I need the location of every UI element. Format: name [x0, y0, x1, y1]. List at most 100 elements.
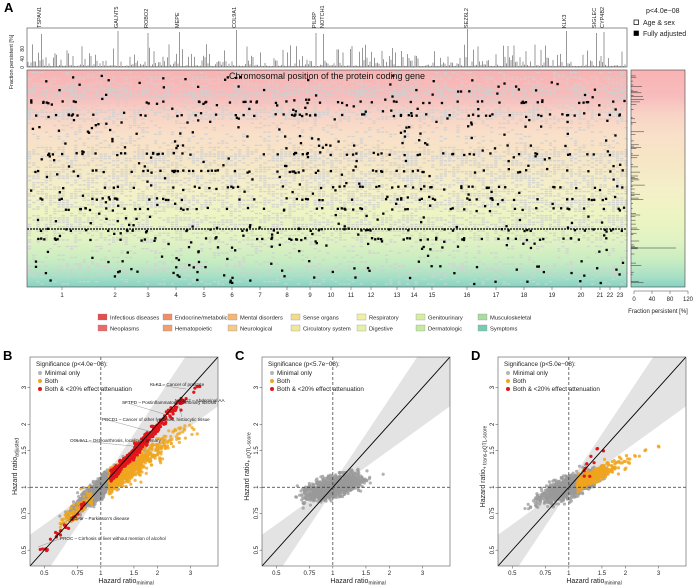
association-tile [74, 164, 78, 166]
association-tile [99, 155, 103, 157]
association-tile [116, 157, 120, 160]
association-tile [376, 195, 380, 197]
association-tile [305, 151, 309, 153]
association-tile [557, 153, 561, 155]
association-tile [116, 96, 120, 98]
association-tile [275, 155, 279, 157]
association-tile [347, 157, 351, 160]
association-tile [259, 85, 263, 87]
association-tile [70, 160, 74, 162]
association-tile [620, 109, 624, 111]
association-tile [452, 94, 456, 96]
association-tile [389, 133, 393, 135]
association-tile [158, 155, 162, 157]
association-tile [120, 94, 124, 96]
association-tile [301, 166, 305, 168]
association-tile [103, 118, 107, 120]
association-tile [170, 190, 174, 193]
association-tile [544, 188, 548, 190]
association-tile [103, 127, 107, 129]
association-tile [523, 111, 527, 113]
association-tile [284, 153, 288, 155]
association-tile [204, 188, 208, 190]
association-tile [137, 177, 141, 179]
association-tile [280, 201, 284, 204]
association-tile [544, 199, 548, 201]
association-tile [107, 89, 111, 91]
association-tile [590, 144, 594, 146]
association-tile [91, 100, 95, 102]
association-tile [397, 98, 401, 100]
association-tile [616, 197, 620, 199]
association-tile [61, 140, 65, 142]
association-tile [460, 179, 464, 182]
association-tile [443, 74, 447, 76]
association-tile [107, 188, 111, 190]
association-tile [418, 96, 422, 98]
association-tile [456, 155, 460, 157]
association-tile [57, 85, 61, 87]
association-tile [355, 80, 359, 83]
association-tile [380, 221, 384, 223]
association-tile [145, 223, 149, 226]
association-tile [540, 105, 544, 107]
association-tile [385, 155, 389, 157]
association-tile [590, 80, 594, 83]
association-tile [620, 80, 624, 83]
association-tile [431, 208, 435, 210]
association-tile [137, 193, 141, 195]
association-tile [343, 80, 347, 83]
association-tile [410, 85, 414, 87]
association-tile [238, 160, 242, 162]
association-tile [141, 155, 145, 157]
association-tile [431, 151, 435, 153]
association-tile [330, 89, 334, 91]
association-tile [124, 89, 128, 91]
association-tile [603, 89, 607, 91]
association-tile [569, 168, 573, 171]
association-tile [431, 83, 435, 85]
association-tile [586, 217, 590, 219]
association-tile [301, 195, 305, 197]
association-tile [86, 195, 90, 197]
association-tile [582, 201, 586, 204]
association-tile [427, 116, 431, 118]
association-tile [565, 164, 569, 166]
association-tile [410, 78, 414, 80]
association-tile [364, 195, 368, 197]
association-tile [359, 87, 363, 89]
association-tile [275, 111, 279, 113]
association-tile [347, 177, 351, 179]
association-tile [490, 76, 494, 78]
association-tile [284, 173, 288, 175]
association-tile [166, 118, 170, 120]
association-tile [116, 217, 120, 219]
association-tile [540, 153, 544, 155]
association-tile [99, 199, 103, 201]
association-tile [175, 215, 179, 217]
association-tile [364, 102, 368, 105]
association-tile [590, 76, 594, 78]
association-tile [611, 87, 615, 89]
association-tile [91, 193, 95, 195]
association-tile [343, 168, 347, 171]
association-tile [536, 151, 540, 153]
top-bar-frame [26, 27, 628, 68]
association-tile [469, 201, 473, 204]
association-tile [586, 184, 590, 186]
association-tile [498, 80, 502, 83]
association-tile [464, 118, 468, 120]
association-tile [368, 195, 372, 197]
association-tile [582, 80, 586, 83]
association-tile [53, 197, 57, 199]
association-tile [607, 188, 611, 190]
association-tile [330, 208, 334, 210]
association-tile [397, 175, 401, 177]
association-tile [128, 184, 132, 186]
association-tile [586, 186, 590, 188]
association-tile [99, 153, 103, 155]
association-tile [620, 219, 624, 221]
association-tile [301, 206, 305, 208]
association-tile [439, 120, 443, 122]
association-tile [175, 155, 179, 157]
